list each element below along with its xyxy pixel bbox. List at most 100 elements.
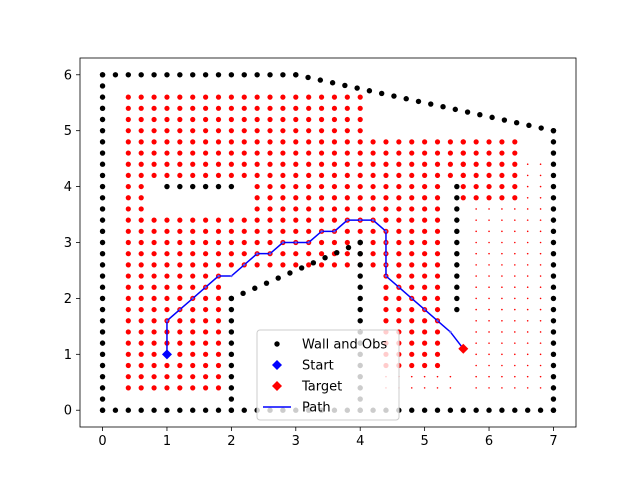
explored-point bbox=[190, 128, 196, 134]
explored-point bbox=[293, 139, 299, 145]
explored-point bbox=[370, 262, 376, 268]
explored-point bbox=[125, 295, 131, 302]
wall-point bbox=[329, 80, 336, 86]
explored-point bbox=[138, 116, 144, 123]
explored-point bbox=[215, 306, 222, 313]
explored-point bbox=[138, 105, 144, 111]
wall-point bbox=[99, 284, 106, 290]
wall-point bbox=[454, 183, 460, 190]
explored-point bbox=[267, 262, 273, 268]
explored-point bbox=[318, 94, 325, 100]
wall-point bbox=[421, 407, 428, 413]
explored-point bbox=[267, 161, 273, 167]
wall-point bbox=[550, 183, 557, 190]
explored-point bbox=[473, 172, 479, 179]
unexplored-point bbox=[514, 275, 516, 277]
unexplored-point bbox=[526, 319, 529, 322]
explored-point bbox=[422, 161, 428, 167]
explored-point bbox=[267, 150, 273, 156]
explored-point bbox=[138, 139, 144, 145]
explored-point bbox=[203, 94, 209, 100]
explored-point bbox=[486, 150, 492, 156]
explored-point bbox=[151, 262, 157, 268]
explored-point bbox=[138, 161, 144, 167]
explored-point bbox=[306, 161, 312, 167]
wall-point bbox=[550, 206, 557, 212]
explored-point bbox=[177, 139, 183, 145]
path-vertex bbox=[320, 230, 323, 233]
wall-point bbox=[228, 295, 235, 302]
explored-point bbox=[422, 362, 428, 369]
explored-point bbox=[280, 105, 286, 111]
explored-point bbox=[125, 139, 131, 145]
explored-point bbox=[331, 183, 338, 190]
explored-point bbox=[383, 150, 389, 156]
explored-point bbox=[190, 318, 196, 324]
wall-point bbox=[391, 93, 397, 99]
wall-point bbox=[202, 183, 209, 190]
wall-point bbox=[550, 407, 557, 413]
wall-point bbox=[99, 217, 106, 223]
explored-point bbox=[177, 284, 183, 290]
wall-point bbox=[473, 407, 479, 413]
wall-point bbox=[550, 139, 557, 145]
explored-point bbox=[293, 116, 299, 123]
wall-point bbox=[524, 407, 531, 413]
unexplored-point bbox=[501, 230, 503, 233]
wall-point bbox=[241, 72, 247, 78]
explored-point bbox=[499, 172, 505, 179]
explored-point bbox=[203, 105, 209, 111]
y-tick-label: 1 bbox=[64, 348, 72, 363]
wall-point bbox=[99, 206, 106, 212]
explored-point bbox=[409, 228, 415, 234]
explored-point bbox=[331, 195, 338, 201]
explored-point bbox=[215, 374, 222, 380]
explored-point bbox=[151, 150, 157, 156]
wall-point bbox=[305, 74, 311, 81]
unexplored-point bbox=[526, 241, 529, 244]
explored-point bbox=[434, 161, 441, 167]
explored-point bbox=[190, 284, 196, 290]
explored-point bbox=[370, 195, 376, 201]
wall-point bbox=[177, 183, 183, 190]
unexplored-point bbox=[488, 387, 490, 389]
explored-point bbox=[383, 172, 389, 179]
explored-point bbox=[215, 161, 222, 167]
explored-point bbox=[434, 217, 441, 223]
explored-point bbox=[344, 139, 350, 145]
explored-point bbox=[344, 228, 350, 234]
y-tick-label: 5 bbox=[64, 124, 72, 139]
explored-point bbox=[190, 340, 196, 346]
explored-point bbox=[241, 228, 247, 234]
wall-point bbox=[486, 407, 492, 413]
explored-point bbox=[396, 161, 402, 167]
path-vertex bbox=[178, 308, 182, 311]
explored-point bbox=[164, 139, 170, 145]
explored-point bbox=[254, 228, 260, 234]
explored-point bbox=[190, 172, 196, 179]
explored-point bbox=[422, 150, 428, 156]
explored-point bbox=[215, 228, 222, 234]
explored-point bbox=[125, 128, 131, 134]
explored-point bbox=[396, 206, 402, 212]
explored-point bbox=[190, 374, 196, 380]
unexplored-point bbox=[539, 264, 542, 266]
wall-point bbox=[357, 295, 363, 302]
explored-point bbox=[228, 128, 234, 134]
wall-point bbox=[403, 96, 409, 102]
unexplored-point bbox=[475, 252, 477, 255]
explored-point bbox=[331, 116, 338, 123]
explored-point bbox=[254, 139, 260, 145]
explored-point bbox=[138, 128, 144, 134]
wall-point bbox=[112, 407, 119, 413]
unexplored-point bbox=[501, 375, 503, 378]
wall-point bbox=[177, 407, 183, 413]
explored-point bbox=[138, 329, 144, 335]
wall-point bbox=[454, 306, 460, 313]
explored-point bbox=[267, 128, 273, 134]
unexplored-point bbox=[488, 264, 490, 266]
wall-point bbox=[240, 290, 246, 297]
explored-point bbox=[370, 206, 376, 212]
explored-point bbox=[434, 340, 441, 346]
explored-point bbox=[203, 239, 209, 246]
